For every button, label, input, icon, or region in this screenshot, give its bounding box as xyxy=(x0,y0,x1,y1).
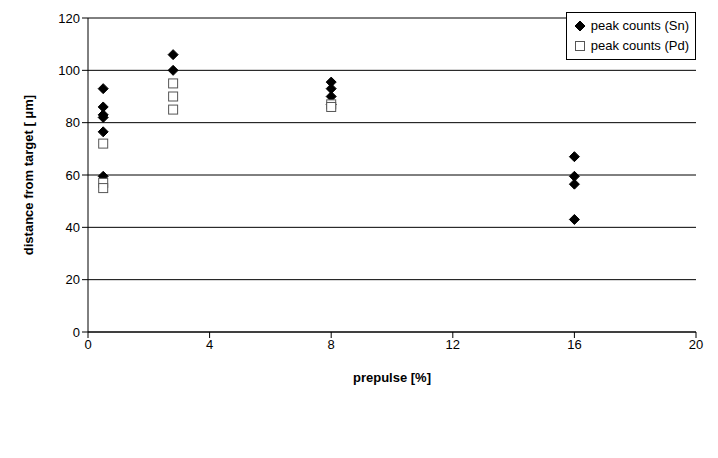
svg-text:16: 16 xyxy=(567,337,581,352)
svg-text:20: 20 xyxy=(689,337,703,352)
svg-text:100: 100 xyxy=(58,63,80,78)
svg-text:prepulse [%]: prepulse [%] xyxy=(353,370,431,385)
svg-text:8: 8 xyxy=(328,337,335,352)
svg-text:12: 12 xyxy=(446,337,460,352)
svg-text:20: 20 xyxy=(66,272,80,287)
svg-text:0: 0 xyxy=(73,325,80,340)
svg-text:4: 4 xyxy=(206,337,213,352)
svg-text:distance from target [ μm]: distance from target [ μm] xyxy=(21,95,36,255)
html-text:peak counts (Sn): peak counts (Sn) xyxy=(590,18,689,33)
svg-text:0: 0 xyxy=(84,337,91,352)
svg-text:60: 60 xyxy=(66,168,80,183)
html-text:peak counts (Pd): peak counts (Pd) xyxy=(590,38,689,53)
svg-text:80: 80 xyxy=(66,115,80,130)
svg-text:120: 120 xyxy=(58,11,80,26)
svg-text:40: 40 xyxy=(66,220,80,235)
